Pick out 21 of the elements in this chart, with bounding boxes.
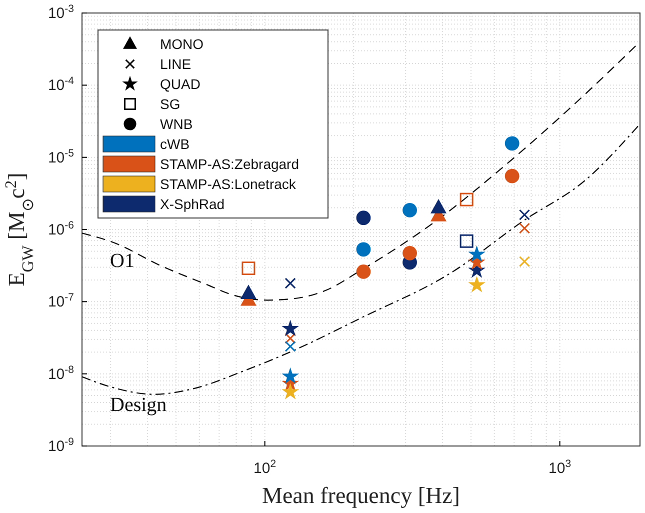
legend-label: cWB xyxy=(160,136,190,152)
legend-label: LINE xyxy=(160,56,192,72)
annotation: O1 xyxy=(110,250,134,272)
legend-label: SG xyxy=(160,96,180,112)
y-tick-label: 10$^{-5}$ xyxy=(48,147,74,166)
legend-label: MONO xyxy=(160,36,204,52)
x-tick-label: 10$^{2}$ xyxy=(254,458,276,477)
legend-label: X-SphRad xyxy=(160,196,225,212)
legend-label: QUAD xyxy=(160,76,200,92)
legend-label: STAMP-AS:Lonetrack xyxy=(160,176,297,192)
legend-label: WNB xyxy=(160,116,193,132)
y-tick-label: 10$^{-9}$ xyxy=(48,436,74,455)
x-axis-title: Mean frequency [Hz] xyxy=(262,483,460,508)
y-tick-label: 10$^{-6}$ xyxy=(48,220,74,238)
y-tick-label: 10$^{-3}$ xyxy=(48,3,74,22)
y-tick-label: 10$^{-8}$ xyxy=(48,364,74,383)
x-tick-label: 10$^{3}$ xyxy=(548,458,572,477)
annotation: Design xyxy=(110,394,167,416)
y-tick-label: 10$^{-4}$ xyxy=(48,75,74,94)
legend-label: STAMP-AS:Zebragard xyxy=(160,156,300,172)
y-tick-label: 10$^{-7}$ xyxy=(48,292,74,311)
